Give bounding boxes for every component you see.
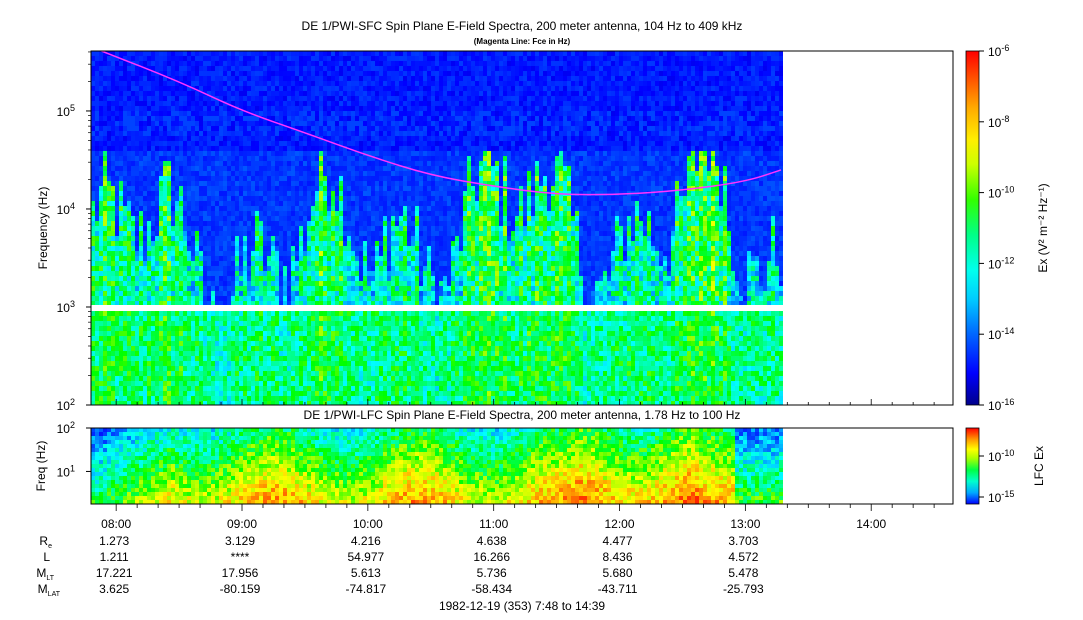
top-y-tick-label: 102	[57, 397, 75, 413]
time-tick-label: 14:00	[856, 517, 886, 531]
bottom-colorbar-ticks: 10-10 10-15	[979, 448, 1014, 505]
ephemeris-row-label: L	[43, 550, 50, 564]
top-colorbar-label: Ex (V² m⁻² Hz⁻¹)	[1036, 183, 1050, 272]
bottom-colorbar-tick-label: 10-15	[988, 489, 1014, 505]
ephemeris-value: 4.216	[351, 534, 381, 548]
top-colorbar-tick-label: 10-14	[988, 326, 1014, 342]
top-colorbar-tick-label: 10-6	[988, 43, 1009, 59]
ephemeris-value: 8.436	[603, 550, 633, 564]
bottom-y-axis-label: Freq (Hz)	[34, 441, 48, 492]
ephemeris-value: 1.273	[99, 534, 129, 548]
ephemeris-value: -43.711	[598, 582, 638, 596]
time-tick-label: 10:00	[353, 517, 383, 531]
ephemeris-value: 5.736	[477, 566, 507, 580]
fce-line	[101, 51, 782, 196]
bottom-colorbar	[965, 427, 980, 505]
ephemeris-row-label: Re	[39, 534, 52, 550]
ephemeris-value: 3.703	[728, 534, 758, 548]
ephemeris-value: 5.613	[351, 566, 381, 580]
time-tick-label: 09:00	[227, 517, 257, 531]
bottom-spectrogram-cells	[91, 428, 783, 504]
ephemeris-value: -74.817	[345, 582, 386, 596]
bottom-colorbar-label: LFC Ex	[1032, 446, 1046, 486]
top-spectrogram-cells	[91, 51, 783, 405]
ephemeris-value: 5.478	[728, 566, 758, 580]
ephemeris-value: 4.572	[728, 550, 758, 564]
date-range-footer: 1982-12-19 (353) 7:48 to 14:39	[439, 599, 605, 613]
bottom-y-tick-label: 101	[57, 463, 75, 479]
ephemeris-value: 16.266	[473, 550, 510, 564]
time-tick-label: 12:00	[605, 517, 635, 531]
top-plot-frame	[90, 50, 954, 406]
time-tick-label: 11:00	[479, 517, 508, 531]
ephemeris-value: 1.211	[100, 550, 129, 564]
top-colorbar-tick-label: 10-10	[988, 185, 1014, 201]
bottom-colorbar-tick-label: 10-10	[988, 448, 1014, 464]
bottom-plot-frame	[90, 427, 954, 505]
top-y-axis: 102 103 104 105	[57, 51, 91, 413]
time-axis: 08:00 09:00 10:00 11:00 12:00 13:00 14:00	[101, 399, 935, 531]
ephemeris-value: 4.638	[477, 534, 507, 548]
ephemeris-value: 3.625	[99, 582, 129, 596]
ephemeris-value: 17.956	[222, 566, 259, 580]
top-colorbar	[965, 50, 980, 406]
top-y-tick-label: 105	[57, 103, 75, 119]
ephemeris-value: 54.977	[347, 550, 384, 564]
top-colorbar-tick-label: 10-16	[988, 397, 1014, 413]
ephemeris-value: 4.477	[603, 534, 633, 548]
top-data-gap	[91, 305, 787, 311]
ephemeris-row-label: MLT	[36, 566, 54, 582]
ephemeris-value: -58.434	[471, 582, 512, 596]
ephemeris-value: -25.793	[723, 582, 764, 596]
top-colorbar-tick-label: 10-12	[988, 255, 1014, 271]
ephemeris-row-label: MLAT	[38, 582, 61, 598]
ephemeris-table: Re 1.273 3.129 4.216 4.638 4.477 3.703 L 1.211 **…	[36, 534, 764, 598]
ephemeris-value: -80.159	[220, 582, 261, 596]
top-panel-title: DE 1/PWI-SFC Spin Plane E-Field Spectra,…	[302, 19, 743, 33]
bottom-y-axis: 101 102	[57, 420, 91, 479]
bottom-panel-title: DE 1/PWI-LFC Spin Plane E-Field Spectra,…	[304, 408, 741, 422]
top-y-tick-label: 103	[57, 299, 75, 315]
time-tick-label: 13:00	[730, 517, 760, 531]
ephemeris-value: 3.129	[225, 534, 255, 548]
top-y-axis-label: Frequency (Hz)	[36, 187, 50, 270]
top-panel-subtitle: (Magenta Line: Fce in Hz)	[474, 37, 571, 46]
ephemeris-value: 17.221	[96, 566, 133, 580]
time-tick-label: 08:00	[101, 517, 131, 531]
top-colorbar-tick-label: 10-8	[988, 114, 1009, 130]
ephemeris-value: ****	[231, 550, 250, 564]
top-y-tick-label: 104	[57, 201, 75, 217]
bottom-y-tick-label: 102	[57, 420, 75, 436]
top-colorbar-ticks: 10-6 10-8 10-10 10-12 10-14 10-16	[979, 43, 1014, 413]
ephemeris-value: 5.680	[603, 566, 633, 580]
